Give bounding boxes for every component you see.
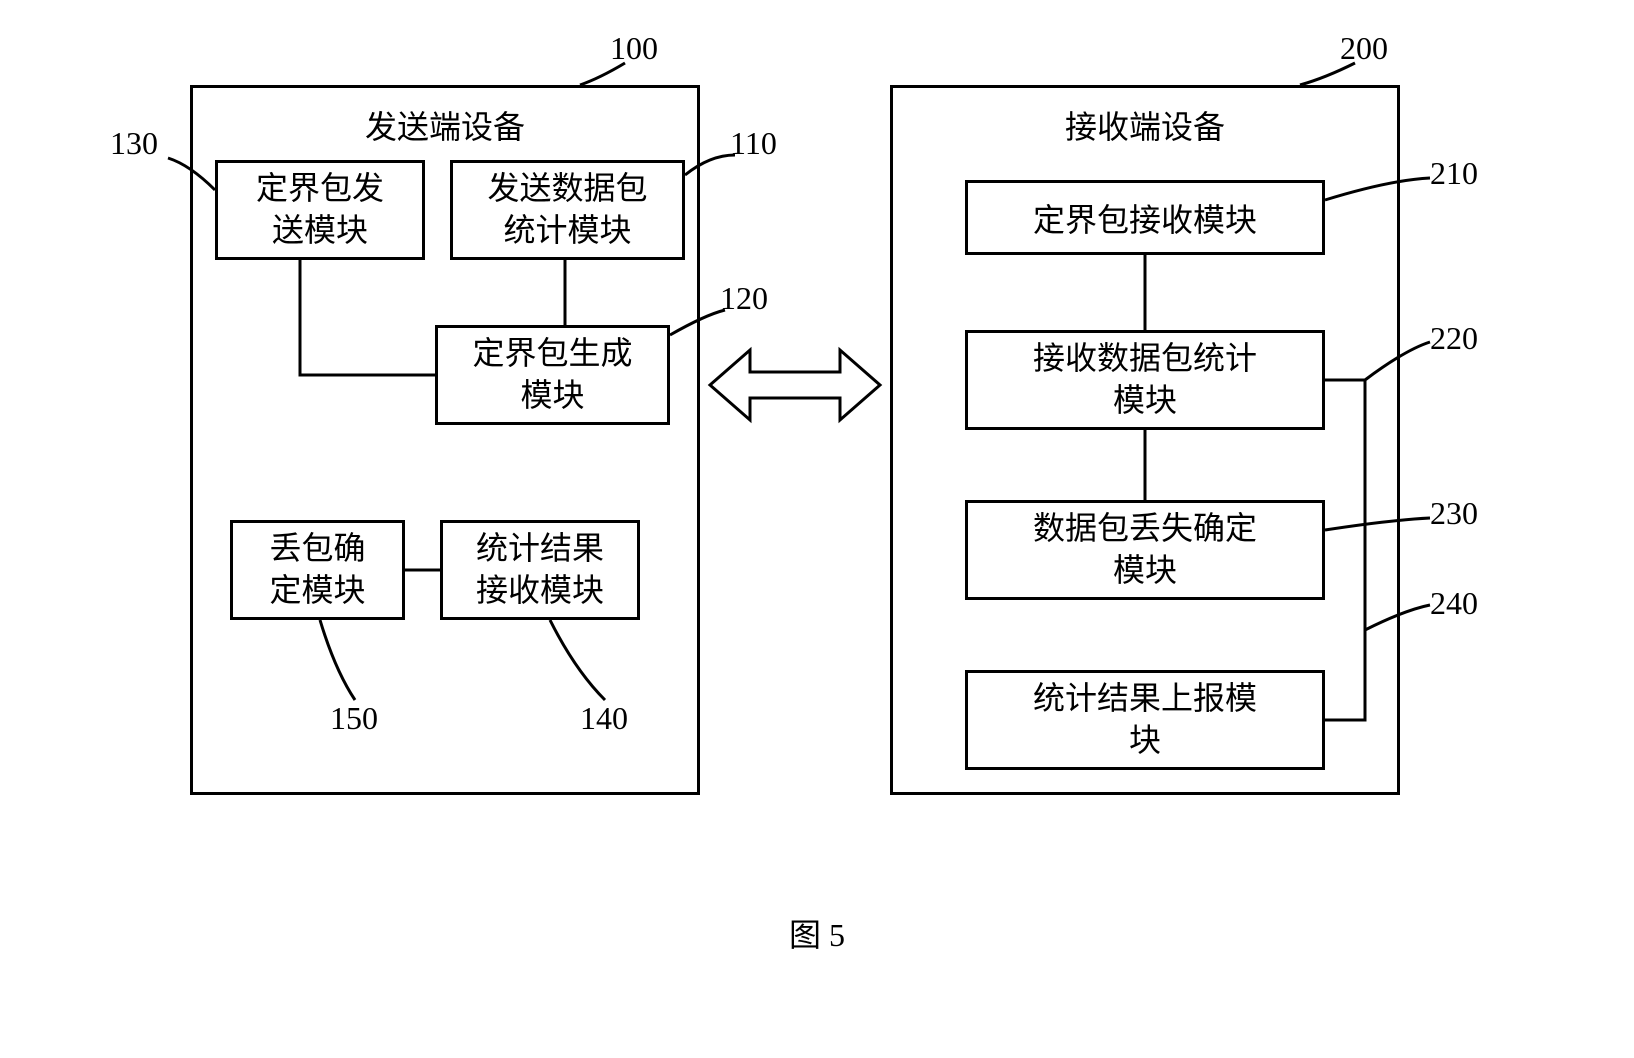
- module-140: 统计结果 接收模块: [440, 520, 640, 620]
- ref-label-210: 210: [1430, 155, 1478, 192]
- ref-label-120: 120: [720, 280, 768, 317]
- figure-caption: 图 5: [0, 910, 1634, 956]
- ref-label-230: 230: [1430, 495, 1478, 532]
- module-110: 发送数据包 统计模块: [450, 160, 685, 260]
- ref-label-220: 220: [1430, 320, 1478, 357]
- module-120: 定界包生成 模块: [435, 325, 670, 425]
- ref-label-100: 100: [610, 30, 658, 67]
- container-sender-title: 发送端设备: [190, 102, 700, 148]
- ref-label-200: 200: [1340, 30, 1388, 67]
- ref-label-150: 150: [330, 700, 378, 737]
- ref-label-240: 240: [1430, 585, 1478, 622]
- ref-label-130: 130: [110, 125, 158, 162]
- module-130: 定界包发 送模块: [215, 160, 425, 260]
- module-150: 丢包确 定模块: [230, 520, 405, 620]
- ref-label-110: 110: [730, 125, 777, 162]
- module-240: 统计结果上报模 块: [965, 670, 1325, 770]
- module-230: 数据包丢失确定 模块: [965, 500, 1325, 600]
- bidirectional-arrow-icon: [710, 350, 880, 420]
- module-220: 接收数据包统计 模块: [965, 330, 1325, 430]
- diagram-canvas: 发送端设备 接收端设备 定界包发 送模块 发送数据包 统计模块 定界包生成 模块…: [110, 30, 1510, 930]
- container-receiver-title: 接收端设备: [890, 102, 1400, 148]
- ref-label-140: 140: [580, 700, 628, 737]
- module-210: 定界包接收模块: [965, 180, 1325, 255]
